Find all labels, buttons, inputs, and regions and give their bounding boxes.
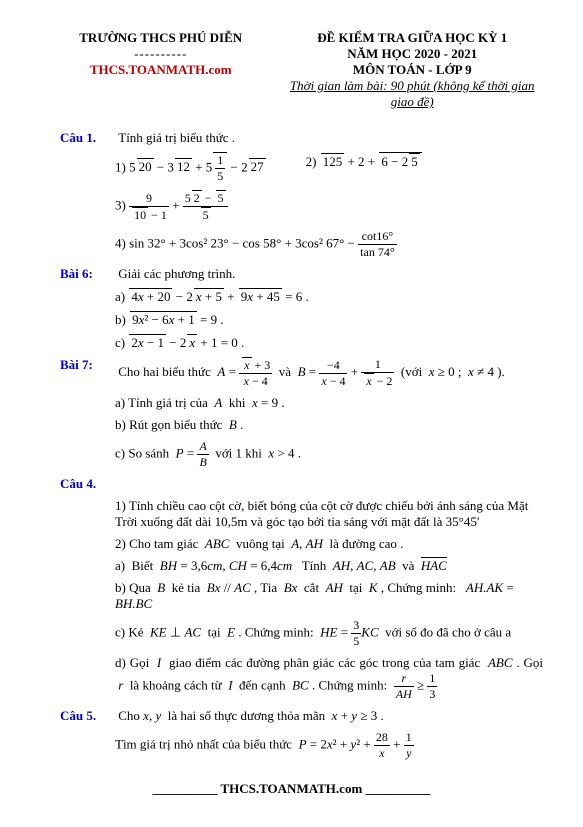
q6-text: Giải các phương trình. xyxy=(118,266,538,282)
q6-c: c) 2x − 1 − 2x + 1 = 0 . xyxy=(115,334,543,351)
question-6: Bài 6: Giải các phương trình. xyxy=(60,266,543,282)
exam-title-2: NĂM HỌC 2020 - 2021 xyxy=(281,46,543,62)
q4-b: b) Qua B kẻ tia Bx // AC , Tia Bx cắt AH… xyxy=(115,580,543,612)
q1-text: Tính giá trị biểu thức . xyxy=(118,130,538,146)
q4-label: Câu 4. xyxy=(60,476,115,492)
q6-a: a) 4x + 20 − 2x + 5 + 9x + 45 = 6 . xyxy=(115,288,543,305)
question-5: Câu 5. Cho x, y là hai số thực dương thỏ… xyxy=(60,708,543,724)
q1-part2: 2) 125 + 2 + 6 − 25 xyxy=(306,152,422,184)
q4-p1: 1) Tính chiều cao cột cờ, biết bóng của … xyxy=(115,498,543,530)
q7-label: Bài 7: xyxy=(60,357,115,373)
site-name: THCS.TOANMATH.com xyxy=(40,62,281,78)
q6-b: b) 9x² − 6x + 1 = 9 . xyxy=(115,311,543,328)
q4-p2: 2) Cho tam giác ABC vuông tại A, AH là đ… xyxy=(115,536,543,552)
q4-a: a) Biết BH = 3,6cm, CH = 6,4cm Tính AH, … xyxy=(115,558,543,574)
q5-text: Cho x, y là hai số thực dương thỏa mãn x… xyxy=(118,708,538,724)
q5-label: Câu 5. xyxy=(60,708,115,724)
q6-label: Bài 6: xyxy=(60,266,115,282)
header-left: TRƯỜNG THCS PHÚ DIỄN ---------- THCS.TOA… xyxy=(40,30,281,110)
footer-site: THCS.TOANMATH.com xyxy=(220,781,362,796)
q1-row1: 1) 520 − 312 + 515 − 227 2) 125 + 2 + 6 … xyxy=(115,152,543,184)
q1-part4: 4) sin 32° + 3cos² 23° − cos 58° + 3cos²… xyxy=(115,229,543,260)
q1-part3: 3) 910 − 1 + 52 − 55 xyxy=(115,190,543,223)
q7-b: b) Rút gọn biểu thức B . xyxy=(115,417,543,433)
question-7: Bài 7: Cho hai biểu thức A = x + 3x − 4 … xyxy=(60,357,543,389)
exam-time: Thời gian làm bài: 90 phút (không kể thờ… xyxy=(281,78,543,110)
exam-title-3: MÔN TOÁN - LỚP 9 xyxy=(281,62,543,78)
q4-d: d) Gọi I giao điểm các đường phân giác c… xyxy=(115,655,543,702)
question-1: Câu 1. Tính giá trị biểu thức . xyxy=(60,130,543,146)
exam-title-1: ĐỀ KIỂM TRA GIỮA HỌC KỲ 1 xyxy=(281,30,543,46)
q1-label: Câu 1. xyxy=(60,130,115,146)
q7-a: a) Tính giá trị của A khi x = 9 . xyxy=(115,395,543,411)
question-4: Câu 4. xyxy=(60,476,543,492)
q7-text: Cho hai biểu thức A = x + 3x − 4 và B = … xyxy=(118,357,538,389)
header: TRƯỜNG THCS PHÚ DIỄN ---------- THCS.TOA… xyxy=(40,30,543,110)
header-dashes: ---------- xyxy=(40,46,281,62)
q1-part1: 1) 520 − 312 + 515 − 227 xyxy=(115,152,266,184)
school-name: TRƯỜNG THCS PHÚ DIỄN xyxy=(40,30,281,46)
q7-c: c) So sánh P = AB với 1 khi x > 4 . xyxy=(115,439,543,470)
q5-p: Tìm giá trị nhỏ nhất của biểu thức P = 2… xyxy=(115,730,543,761)
header-right: ĐỀ KIỂM TRA GIỮA HỌC KỲ 1 NĂM HỌC 2020 -… xyxy=(281,30,543,110)
footer: __________ THCS.TOANMATH.com __________ xyxy=(40,781,543,797)
q4-c: c) Kẻ KE ⊥ AC tại E . Chứng minh: HE = 3… xyxy=(115,618,543,649)
